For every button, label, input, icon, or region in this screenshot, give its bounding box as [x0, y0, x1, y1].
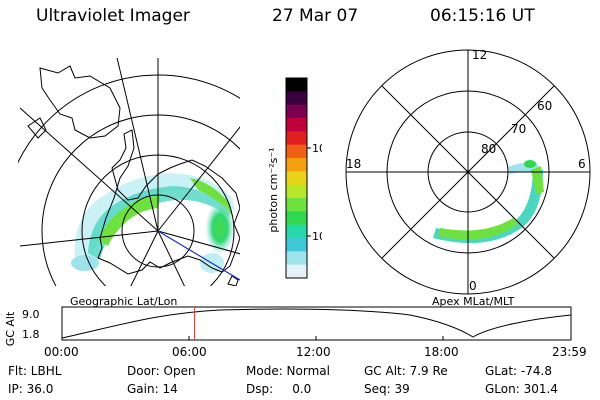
mlt-label-12: 12	[472, 48, 487, 62]
colorbar-band	[286, 184, 307, 199]
colorbar-band	[286, 264, 307, 279]
colorbar-band	[286, 131, 307, 146]
lat-lon-grid	[18, 58, 240, 286]
colorbar-band	[286, 251, 307, 266]
instrument-title: Ultraviolet Imager	[36, 6, 190, 26]
door-status: Door: Open	[127, 364, 196, 378]
altitude-xtick-2359: 23:59	[552, 345, 587, 359]
colorbar-band	[286, 118, 307, 132]
colorbar-frame	[285, 77, 308, 279]
colorbar-gradient	[286, 78, 307, 279]
colorbar-tick-100: 100	[312, 142, 322, 155]
altitude-curve	[61, 308, 572, 339]
mlat-label-70: 70	[511, 122, 526, 136]
filter-status: Flt: LBHL	[8, 364, 62, 378]
gc-alt-status: GC Alt: 7.9 Re	[364, 364, 448, 378]
mlat-label-80: 80	[481, 142, 496, 156]
coastlines	[27, 65, 240, 286]
apex-caption: Apex MLat/MLT	[432, 295, 515, 308]
colorbar-band	[286, 91, 307, 106]
gain-status: Gain: 14	[127, 382, 178, 396]
dsp-status: Dsp: 0.0	[246, 382, 312, 396]
colorbar-band	[286, 104, 307, 119]
apex-polar-image: 12 18 6 0 60 70 80	[345, 48, 591, 295]
altitude-xtick-0000: 00:00	[44, 345, 79, 359]
altitude-ytick-min: 1.8	[22, 328, 40, 341]
altitude-ytick-max: 9.0	[22, 308, 40, 321]
geographic-image	[18, 58, 240, 286]
colorbar-band	[286, 224, 307, 239]
geographic-caption: Geographic Lat/Lon	[70, 295, 178, 308]
aurora-emission-right	[433, 160, 544, 244]
colorbar-unit-label: photon cm⁻²s⁻¹	[267, 147, 280, 232]
mlat-label-60: 60	[537, 99, 552, 113]
date-label: 27 Mar 07	[272, 6, 359, 26]
mlt-label-0: 0	[469, 279, 477, 293]
time-label: 06:15:16 UT	[430, 6, 535, 26]
colorbar: photon cm⁻²s⁻¹ 100 10	[267, 77, 322, 279]
colorbar-tick-10: 10	[312, 230, 322, 243]
altitude-axis-label: GC Alt	[4, 311, 17, 346]
sun-direction-line	[157, 230, 240, 281]
colorbar-band	[286, 171, 307, 186]
mlt-label-6: 6	[578, 157, 586, 171]
mlat-mlt-grid	[345, 49, 591, 295]
colorbar-band	[286, 238, 307, 252]
colorbar-band	[286, 144, 307, 159]
colorbar-band	[286, 198, 307, 212]
altitude-xtick-1800: 18:00	[424, 345, 459, 359]
altitude-xtick-0600: 06:00	[172, 345, 207, 359]
ip-status: IP: 36.0	[8, 382, 54, 396]
altitude-plot-frame	[61, 306, 572, 341]
mode-status: Mode: Normal	[246, 364, 330, 378]
altitude-xtick-1200: 12:00	[296, 345, 331, 359]
mlt-label-18: 18	[346, 157, 361, 171]
altitude-plot: GC Alt 9.0 1.8 00:00 06:00 12:00 18:00 2…	[4, 306, 587, 359]
seq-status: Seq: 39	[364, 382, 410, 396]
glat-status: GLat: -74.8	[485, 364, 552, 378]
colorbar-band	[286, 78, 307, 92]
colorbar-band	[286, 158, 307, 172]
colorbar-band	[286, 211, 307, 226]
glon-status: GLon: 301.4	[485, 382, 558, 396]
